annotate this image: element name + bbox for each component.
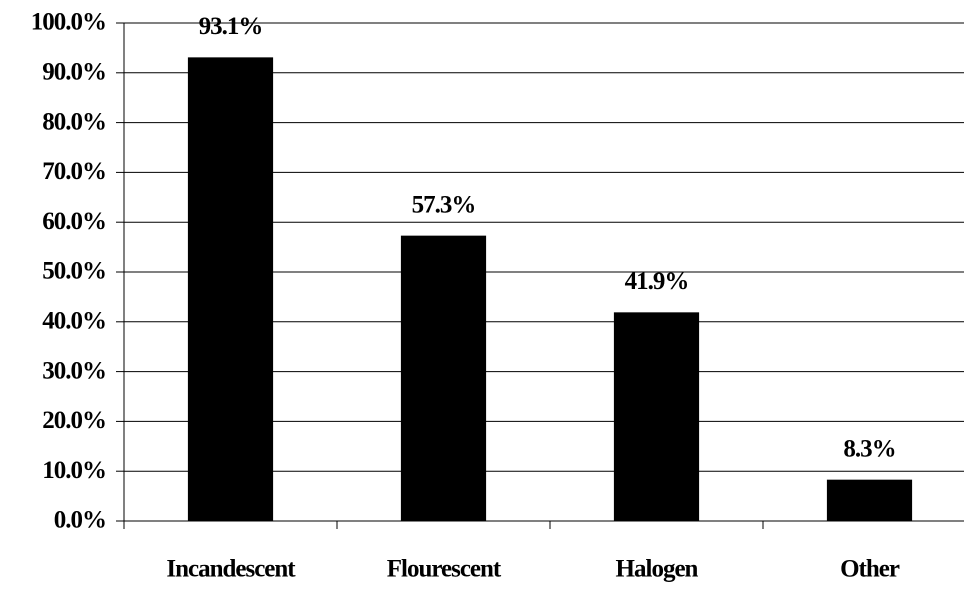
bar [613, 312, 700, 521]
y-tick-label: 100.0% [31, 9, 106, 36]
x-tick-label: Incandescent [166, 556, 296, 583]
y-tick-label: 50.0% [42, 258, 106, 285]
bar [400, 235, 487, 521]
data-label: 41.9% [625, 268, 689, 295]
x-tick-label: Other [840, 556, 900, 583]
bar [187, 57, 274, 521]
data-label: 93.1% [199, 13, 263, 40]
y-tick-label: 30.0% [42, 357, 106, 384]
data-label: 8.3% [843, 435, 895, 462]
y-tick-label: 60.0% [42, 208, 106, 235]
x-tick-label: Flourescent [387, 556, 502, 583]
y-tick-label: 10.0% [42, 457, 106, 484]
y-tick-label: 90.0% [42, 59, 106, 86]
x-tick-label: Halogen [616, 556, 699, 583]
y-tick-label: 70.0% [42, 158, 106, 185]
y-tick-label: 0.0% [54, 507, 106, 534]
y-tick-label: 20.0% [42, 407, 106, 434]
y-tick-label: 40.0% [42, 308, 106, 335]
bar [826, 479, 913, 521]
data-label: 57.3% [412, 191, 476, 218]
y-tick-label: 80.0% [42, 108, 106, 135]
